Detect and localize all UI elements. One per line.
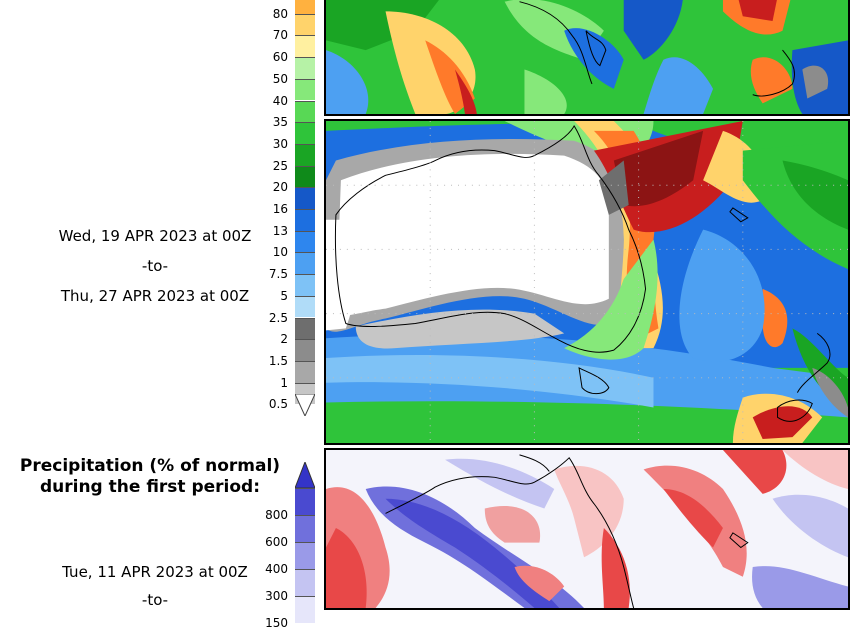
colorbar-tick-label: 60 [272, 50, 288, 65]
colorbar-tick-label: 25 [272, 158, 288, 173]
colorbar-segment [295, 165, 315, 188]
colorbar-tick-label: 16 [272, 202, 288, 216]
colorbar-segment [295, 209, 315, 231]
second-period-sep: -to- [141, 257, 169, 275]
map-panel-first-period [324, 0, 850, 116]
colorbar-segment [295, 187, 315, 209]
colorbar-tick-label: 13 [272, 223, 288, 238]
colorbar-segment [295, 488, 315, 515]
colorbar-tick-label: 0.5 [268, 397, 288, 412]
colorbar-tick-label: 2 [280, 332, 288, 347]
colorbar-tick-label: 10 [272, 245, 288, 260]
colorbar-segment [295, 0, 315, 14]
colorbar-tick-label: 150 [265, 616, 288, 630]
colorbar-tick-label: 1.5 [268, 353, 288, 368]
colorbar-tick-label: 20 [272, 180, 288, 195]
map-panel-second-period [324, 119, 850, 445]
colorbar-tick-label: 50 [272, 71, 288, 86]
second-period-to: Thu, 27 APR 2023 at 00Z [60, 287, 250, 305]
colorbar-segment [295, 515, 315, 542]
map-panel-percent-normal [324, 448, 850, 610]
colorbar-segment [295, 569, 315, 596]
colorbar-tick-label: 800 [265, 508, 288, 522]
colorbar-segment [295, 57, 315, 79]
colorbar-segment [295, 100, 315, 123]
colorbar-tick-label: 2.5 [268, 310, 288, 325]
normal-colorbar [295, 488, 315, 623]
colorbar-tick-label: 7.5 [268, 267, 288, 282]
colorbar-tick-label: 600 [265, 535, 288, 549]
up-triangle-icon [294, 460, 316, 489]
colorbar-tick-label: 1 [280, 375, 288, 390]
colorbar-segment [295, 339, 315, 361]
colorbar-segment [295, 143, 315, 166]
colorbar-tick-label: 30 [272, 136, 288, 151]
colorbar-segment [295, 35, 315, 58]
colorbar-segment [295, 317, 315, 340]
precip-colorbar [295, 0, 315, 405]
colorbar-tick-label: 70 [272, 28, 288, 43]
down-triangle-icon [294, 393, 316, 418]
colorbar-tick-label: 35 [272, 115, 288, 130]
colorbar-segment [295, 122, 315, 144]
colorbar-segment [295, 230, 315, 253]
colorbar-segment [295, 360, 315, 383]
normal-section-title-line1: Precipitation (% of normal) [19, 456, 281, 476]
normal-section-title-line2: during the first period: [39, 477, 261, 497]
first-period-from: Tue, 11 APR 2023 at 00Z [62, 563, 248, 581]
colorbar-segment [295, 13, 315, 36]
colorbar-tick-label: 300 [265, 589, 288, 603]
colorbar-segment [295, 78, 315, 101]
colorbar-tick-label: 80 [272, 6, 288, 21]
first-period-sep: -to- [141, 591, 169, 609]
second-period-from: Wed, 19 APR 2023 at 00Z [58, 227, 252, 245]
colorbar-tick-label: 400 [265, 562, 288, 576]
colorbar-segment [295, 295, 315, 318]
colorbar-segment [295, 542, 315, 569]
colorbar-segment [295, 252, 315, 275]
colorbar-tick-label: 5 [280, 288, 288, 303]
colorbar-segment [295, 274, 315, 296]
colorbar-tick-label: 40 [272, 93, 288, 108]
